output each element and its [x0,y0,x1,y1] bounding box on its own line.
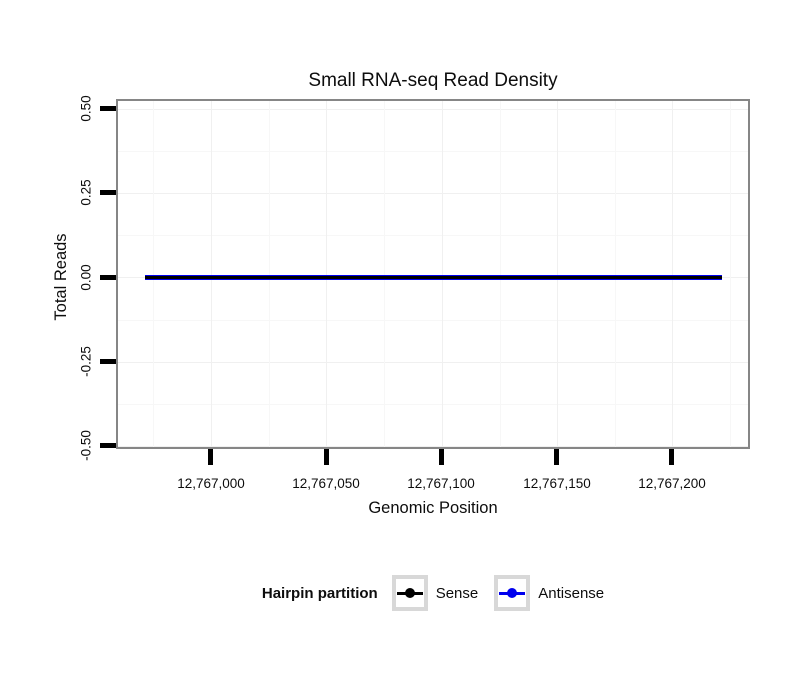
gridline-v-major [442,101,443,447]
y-tick-label: 0.25 [78,179,94,206]
x-axis-tick [208,449,213,465]
antisense-series-line [145,275,722,280]
gridline-h-minor [118,235,748,236]
chart-title: Small RNA-seq Read Density [308,70,558,91]
y-tick-label: 0.50 [78,95,94,122]
gridline-h-minor [118,404,748,405]
gridline-v-major [557,101,558,447]
x-axis-tick [439,449,444,465]
y-axis-title: Total Reads [52,233,70,321]
y-tick-label: -0.50 [78,430,94,461]
gridline-h-major [118,446,748,447]
y-axis-tick [100,190,116,195]
y-tick-label: 0.00 [78,264,94,291]
gridline-h-minor [118,151,748,152]
legend-key-sense [391,575,428,611]
gridline-v-major [211,101,212,447]
y-tick-label: -0.25 [78,346,94,377]
x-axis-title: Genomic Position [368,499,498,517]
gridline-v-minor [500,101,501,447]
sense-series-line [145,276,722,279]
legend-key-antisense [494,575,531,611]
gridline-v-minor [615,101,616,447]
gridline-h-major [118,109,748,110]
y-axis-tick [100,443,116,448]
gridline-v-major [672,101,673,447]
plot-panel [116,99,750,449]
x-axis-tick [669,449,674,465]
gridline-v-minor [384,101,385,447]
legend-label-antisense: Antisense [538,584,605,602]
sense-point-icon [404,588,415,598]
x-tick-label: 12,767,150 [523,476,591,491]
y-axis-tick [100,106,116,111]
legend-title: Hairpin partition [261,584,378,602]
y-axis-tick [100,359,116,364]
x-tick-label: 12,767,200 [638,476,706,491]
x-tick-label: 12,767,050 [292,476,360,491]
gridline-h-major [118,193,748,194]
gridline-h-minor [118,320,748,321]
x-axis-tick [324,449,329,465]
gridline-v-minor [730,101,731,447]
antisense-point-icon [507,588,518,598]
y-axis-tick [100,275,116,280]
gridline-v-major [326,101,327,447]
x-tick-label: 12,767,100 [407,476,475,491]
x-axis-tick [554,449,559,465]
gridline-v-minor [269,101,270,447]
legend-label-sense: Sense [435,584,479,602]
gridline-v-minor [153,101,154,447]
legend: Hairpin partition Sense Antisense [72,572,810,614]
x-tick-label: 12,767,000 [177,476,245,491]
gridline-h-major [118,362,748,363]
